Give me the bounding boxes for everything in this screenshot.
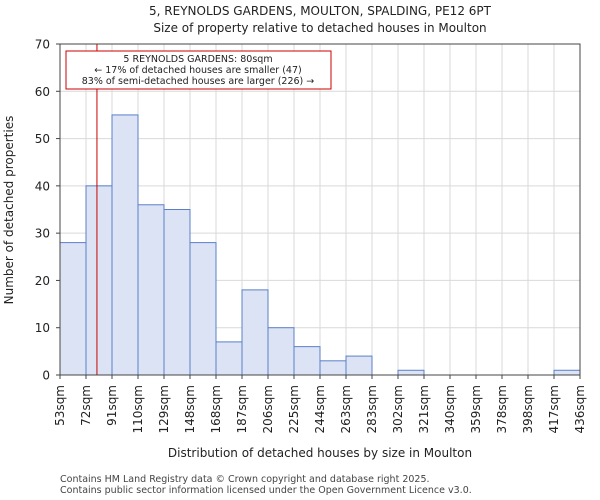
x-tick-label: 110sqm	[131, 385, 145, 433]
x-axis-label: Distribution of detached houses by size …	[168, 446, 472, 460]
y-tick-label: 30	[35, 227, 50, 241]
x-tick-label: 187sqm	[235, 385, 249, 433]
bar	[137, 204, 165, 376]
bar	[319, 360, 347, 376]
y-tick-label: 40	[35, 179, 50, 193]
x-tick-label: 398sqm	[521, 385, 535, 433]
bar	[163, 209, 191, 376]
bar	[267, 327, 295, 376]
y-tick-label: 60	[35, 85, 50, 99]
chart-title: 5, REYNOLDS GARDENS, MOULTON, SPALDING, …	[149, 4, 492, 18]
footer-line-1: Contains HM Land Registry data © Crown c…	[60, 474, 430, 485]
x-tick-label: 417sqm	[547, 385, 561, 433]
chart-subtitle: Size of property relative to detached ho…	[153, 21, 486, 35]
bar	[241, 289, 269, 376]
x-tick-label: 244sqm	[313, 385, 327, 433]
bar	[293, 346, 321, 376]
x-tick-label: 321sqm	[417, 385, 431, 433]
x-tick-label: 263sqm	[339, 385, 353, 433]
bar	[215, 341, 243, 376]
plot-area	[59, 43, 581, 376]
x-tick-label: 283sqm	[365, 385, 379, 433]
x-tick-label: 225sqm	[287, 385, 301, 433]
y-axis-label: Number of detached properties	[2, 116, 16, 305]
x-tick-label: 148sqm	[183, 385, 197, 433]
x-tick-label: 91sqm	[105, 385, 119, 426]
y-tick-label: 0	[42, 369, 50, 383]
x-tick-label: 206sqm	[261, 385, 275, 433]
annotation-line-2: ← 17% of detached houses are smaller (47…	[94, 65, 301, 76]
annotation-frame	[65, 50, 332, 90]
y-tick-label: 10	[35, 321, 50, 335]
x-tick-label: 129sqm	[157, 385, 171, 433]
bar	[111, 114, 139, 376]
x-tick-label: 168sqm	[209, 385, 223, 433]
bar	[59, 242, 87, 376]
x-tick-label: 72sqm	[79, 385, 93, 426]
bar	[345, 355, 373, 376]
annotation-line-3: 83% of semi-detached houses are larger (…	[82, 76, 315, 87]
x-tick-label: 378sqm	[495, 385, 509, 433]
y-tick-label: 50	[35, 132, 50, 146]
bar	[85, 185, 113, 376]
y-tick-label: 70	[35, 38, 50, 52]
y-tick-label: 20	[35, 274, 50, 288]
annotation-box: 5 REYNOLDS GARDENS: 80sqm ← 17% of detac…	[65, 50, 332, 90]
bar	[397, 369, 425, 376]
x-tick-label: 359sqm	[469, 385, 483, 433]
bar	[189, 242, 217, 376]
x-tick-label: 302sqm	[391, 385, 405, 433]
footer-line-2: Contains public sector information licen…	[60, 485, 472, 496]
bar	[553, 369, 581, 376]
x-tick-label: 436sqm	[573, 385, 587, 433]
x-tick-label: 340sqm	[443, 385, 457, 433]
annotation-line-1: 5 REYNOLDS GARDENS: 80sqm	[123, 54, 272, 65]
x-tick-label: 53sqm	[53, 385, 67, 426]
